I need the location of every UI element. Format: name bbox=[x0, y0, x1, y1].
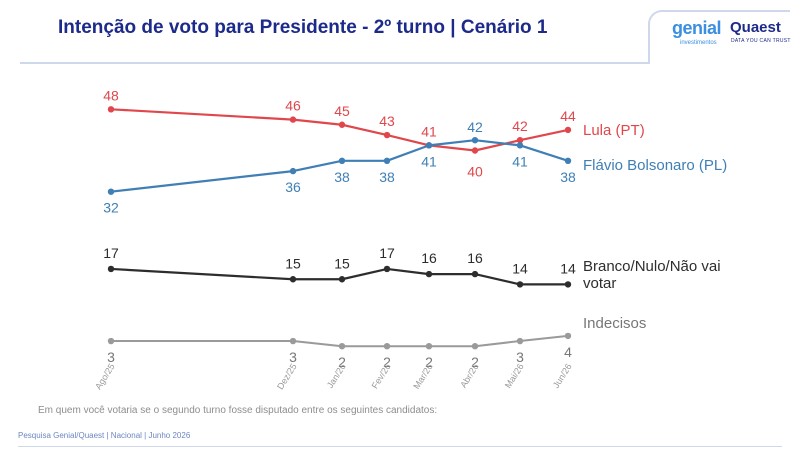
data-label-flavio: 38 bbox=[334, 169, 350, 185]
data-point-flavio bbox=[471, 137, 479, 144]
data-point-lula bbox=[516, 137, 524, 144]
series-label-branco: Branco/Nulo/Não vai votar bbox=[583, 258, 721, 292]
data-point-indecisos bbox=[564, 332, 572, 340]
series-line-indecisos bbox=[111, 334, 569, 348]
data-label-lula: 42 bbox=[512, 118, 528, 134]
data-label-lula: 45 bbox=[334, 103, 350, 119]
data-point-indecisos bbox=[516, 337, 524, 345]
genial-logo-subtitle: investimentos bbox=[680, 40, 717, 46]
series-label-flavio: Flávio Bolsonaro (PL) bbox=[583, 157, 727, 174]
data-label-branco: 16 bbox=[421, 250, 437, 266]
series-line-lula bbox=[110, 108, 569, 152]
data-label-indecisos: 3 bbox=[107, 349, 115, 365]
series-line-branco bbox=[110, 267, 568, 286]
title-divider bbox=[20, 62, 648, 64]
x-tick-label: Mar/26 bbox=[411, 362, 434, 391]
x-tick-label: Ago/25 bbox=[93, 362, 117, 391]
data-label-indecisos: 2 bbox=[471, 354, 479, 370]
data-point-lula bbox=[383, 131, 391, 139]
data-point-branco bbox=[564, 281, 572, 288]
footer-source: Pesquisa Genial/Quaest | Nacional | Junh… bbox=[18, 431, 191, 440]
quaest-logo-subtitle: DATA YOU CAN TRUST bbox=[731, 38, 791, 44]
data-point-branco bbox=[338, 276, 346, 283]
data-label-branco: 15 bbox=[334, 255, 350, 271]
series-label-lula: Lula (PT) bbox=[583, 122, 645, 139]
data-label-flavio: 41 bbox=[512, 153, 528, 169]
data-label-indecisos: 3 bbox=[289, 349, 297, 365]
data-point-flavio bbox=[425, 142, 433, 149]
data-label-lula: 43 bbox=[379, 113, 395, 129]
data-point-lula bbox=[564, 126, 572, 134]
data-label-flavio: 38 bbox=[379, 169, 395, 185]
data-point-indecisos bbox=[425, 343, 433, 350]
x-tick-label: Jun/26 bbox=[551, 362, 574, 390]
data-point-flavio bbox=[107, 188, 115, 195]
data-point-lula bbox=[338, 121, 346, 128]
x-tick-label: Fev/26 bbox=[370, 362, 393, 391]
data-point-flavio bbox=[338, 157, 346, 164]
header-frame bbox=[648, 10, 790, 64]
x-tick-label: Mai/26 bbox=[503, 362, 526, 390]
data-point-lula bbox=[107, 106, 115, 113]
data-point-indecisos bbox=[289, 337, 297, 345]
data-point-branco bbox=[516, 281, 524, 288]
data-point-flavio bbox=[383, 157, 391, 164]
data-label-flavio: 38 bbox=[560, 169, 576, 185]
data-label-flavio: 42 bbox=[467, 119, 483, 135]
data-label-branco: 16 bbox=[467, 250, 483, 266]
data-point-branco bbox=[289, 276, 297, 283]
data-point-indecisos bbox=[471, 343, 479, 350]
survey-question: Em quem você votaria se o segundo turno … bbox=[38, 405, 438, 416]
data-label-lula: 40 bbox=[467, 164, 483, 180]
x-tick-label: Jan/26 bbox=[325, 362, 348, 390]
data-point-branco bbox=[471, 270, 479, 278]
data-point-lula bbox=[289, 116, 297, 123]
data-label-branco: 17 bbox=[103, 245, 119, 261]
data-point-branco bbox=[107, 265, 115, 273]
series-label-indecisos: Indecisos bbox=[583, 315, 646, 332]
data-label-indecisos: 2 bbox=[425, 354, 433, 370]
data-label-lula: 46 bbox=[285, 98, 301, 114]
data-label-branco: 17 bbox=[379, 245, 395, 261]
data-label-flavio: 36 bbox=[285, 179, 301, 195]
data-point-flavio bbox=[516, 142, 524, 149]
x-tick-label: Dez/25 bbox=[275, 362, 299, 391]
quaest-logo: Quaest bbox=[730, 19, 781, 36]
data-point-flavio bbox=[289, 167, 297, 175]
data-point-lula bbox=[471, 147, 479, 154]
page-title: Intenção de voto para Presidente - 2º tu… bbox=[58, 17, 548, 38]
data-label-indecisos: 2 bbox=[383, 354, 391, 370]
data-point-branco bbox=[383, 265, 391, 273]
data-point-indecisos bbox=[107, 337, 115, 345]
x-tick-label: Abr/26 bbox=[458, 362, 481, 390]
data-label-lula: 41 bbox=[421, 123, 437, 139]
footer-divider bbox=[18, 446, 782, 447]
data-label-indecisos: 4 bbox=[564, 344, 572, 360]
data-label-indecisos: 2 bbox=[338, 354, 346, 370]
data-label-indecisos: 3 bbox=[516, 349, 524, 365]
data-label-branco: 15 bbox=[285, 255, 301, 271]
data-point-branco bbox=[425, 270, 433, 278]
data-point-flavio bbox=[564, 157, 572, 164]
data-point-indecisos bbox=[338, 343, 346, 350]
genial-logo: genial bbox=[672, 18, 722, 38]
series-line-flavio bbox=[110, 139, 569, 193]
data-label-lula: 44 bbox=[560, 108, 576, 124]
data-label-branco: 14 bbox=[560, 260, 576, 276]
data-label-branco: 14 bbox=[512, 260, 528, 276]
data-label-lula: 48 bbox=[103, 87, 119, 103]
data-point-indecisos bbox=[383, 343, 391, 350]
data-label-flavio: 32 bbox=[103, 200, 119, 216]
data-label-flavio: 41 bbox=[421, 153, 437, 169]
